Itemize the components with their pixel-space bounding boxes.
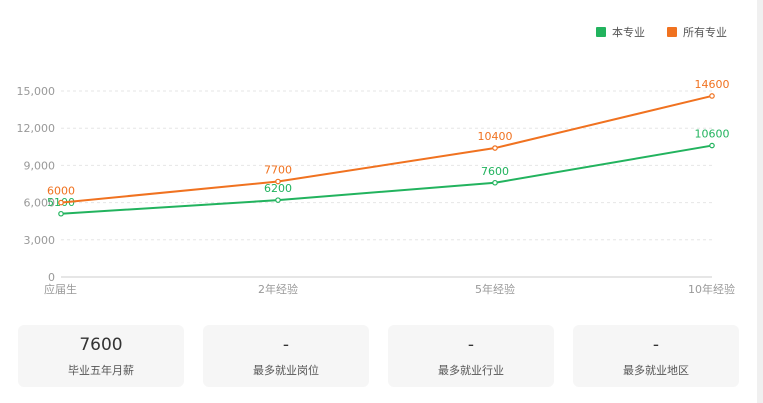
data-point <box>709 142 715 149</box>
chart-legend: 本专业 所有专业 <box>596 24 727 40</box>
y-tick-label: 3,000 <box>24 234 56 247</box>
x-tick-label: 10年经验 <box>688 282 735 296</box>
stat-value: - <box>467 335 475 355</box>
data-label: 6000 <box>47 185 75 198</box>
data-label: 6200 <box>264 182 292 195</box>
stat-cards: 7600 毕业五年月薪 - 最多就业岗位 - 最多就业行业 - 最多就业地区 <box>18 325 739 387</box>
x-tick-label: 5年经验 <box>475 282 515 296</box>
stat-value: 7600 <box>79 335 123 355</box>
stat-label: 毕业五年月薪 <box>68 364 134 377</box>
stat-value: - <box>282 335 290 355</box>
series-line-all <box>60 94 713 204</box>
data-point <box>492 145 498 151</box>
y-tick-label: 15,000 <box>17 85 56 98</box>
data-point <box>275 197 281 203</box>
y-tick-label: 12,000 <box>17 122 56 135</box>
stat-card-position: - 最多就业岗位 <box>203 325 369 387</box>
data-point <box>58 210 64 217</box>
y-tick-label: 6,000 <box>24 197 56 210</box>
stat-card-salary: 7600 毕业五年月薪 <box>18 325 184 387</box>
data-label: 7600 <box>481 165 509 178</box>
legend-swatch-all <box>667 27 677 37</box>
x-tick-label: 2年经验 <box>258 282 298 296</box>
y-tick-label: 9,000 <box>24 159 56 172</box>
legend-label-major: 本专业 <box>612 26 645 39</box>
stat-label: 最多就业行业 <box>438 364 504 377</box>
x-tick-label: 应届生 <box>44 282 77 296</box>
series-line-major <box>60 144 713 215</box>
legend-item-all[interactable]: 所有专业 <box>667 24 727 40</box>
stat-card-industry: - 最多就业行业 <box>388 325 554 387</box>
stat-label: 最多就业岗位 <box>253 364 319 377</box>
data-label: 14600 <box>695 78 730 91</box>
salary-line-chart: 0 3,000 6,000 9,000 12,000 15,000 应届生 2年经验 5年经验 1… <box>17 78 736 296</box>
legend-swatch-major <box>596 27 606 37</box>
data-point <box>275 178 281 185</box>
legend-item-major[interactable]: 本专业 <box>596 24 645 40</box>
data-point <box>709 93 715 99</box>
stat-label: 最多就业地区 <box>623 364 689 377</box>
legend-label-all: 所有专业 <box>683 26 727 39</box>
data-label: 10400 <box>478 130 513 143</box>
data-label: 7700 <box>264 164 292 177</box>
data-point <box>492 179 498 186</box>
stat-value: - <box>652 335 660 355</box>
data-point <box>58 199 64 206</box>
stat-card-region: - 最多就业地区 <box>573 325 739 387</box>
scrollbar-track[interactable] <box>757 0 763 403</box>
data-label: 10600 <box>695 128 730 141</box>
y-tick-label: 0 <box>48 271 55 284</box>
